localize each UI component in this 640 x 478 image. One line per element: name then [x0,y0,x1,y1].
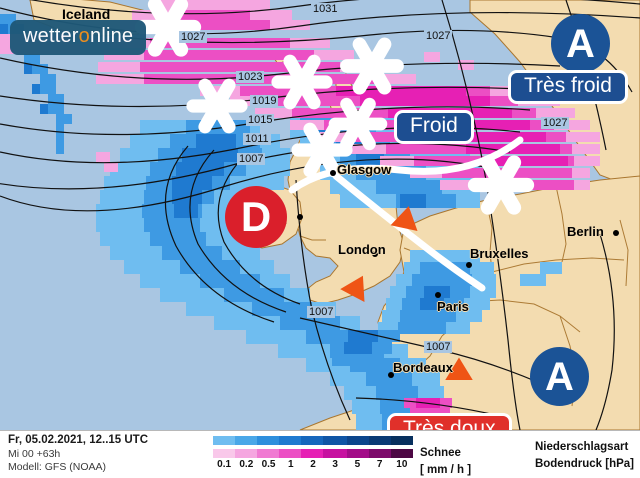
model-run: Mi 00 +63h [8,448,61,460]
snowflake-icon [291,122,353,178]
warm-advection-arrows-layer [338,206,473,410]
model-name: Modell: GFS (NOAA) [8,461,107,473]
logo-text-part1: wetter [23,25,79,47]
forecast-timestamp: Fr, 05.02.2021, 12..15 UTC [8,434,149,446]
city-dot-glasgow [330,170,336,176]
snowflake-icon [340,37,404,95]
logo-text-accent: o [78,25,90,47]
isobar-label: 1027 [541,117,570,129]
city-dot-dublin [297,214,303,220]
scale-tick: 5 [354,459,361,470]
snowflake-icon [186,78,248,134]
isobar-label: 1031 [311,3,340,15]
footer-bar: Fr, 05.02.2021, 12..15 UTC Mi 00 +63h Mo… [0,430,640,478]
scale-tick: 0.2 [239,459,254,470]
isobar-label: 1027 [179,31,208,43]
warm-arrow-channel-icon [390,206,418,258]
scale-tick: 0.1 [217,459,232,470]
scale-tick: 7 [376,459,383,470]
isobar-label: 1007 [424,341,453,353]
annotation-tres-doux: Très doux [387,413,512,430]
precipitation-scale: 0.1 0.2 0.5 1 2 3 5 7 10 [213,436,413,470]
snowflake-icon [134,0,202,57]
isobar-label: 1027 [424,30,453,42]
wetteronline-logo[interactable]: wetteronline [10,20,147,55]
isobar-label: 1007 [307,306,336,318]
scale-tick: 1 [287,459,294,470]
scale-tick: 10 [396,459,408,470]
scale-legend-text: Schnee [ mm / h ] [420,445,471,478]
warm-arrow-irish-sea-icon [338,275,365,323]
snowflake-icon [328,97,388,151]
rain-color-bar [213,436,413,445]
snowflake-icon [271,54,333,110]
scale-tick: 2 [310,459,316,470]
front-line-warm-north [332,172,486,292]
isobar-label: 1019 [250,95,279,107]
scale-tick: 0.5 [261,459,276,470]
snow-color-bar [213,449,413,458]
city-dot-bordeaux [388,372,394,378]
scale-unit-label: [ mm / h ] [420,463,472,476]
legend-titles: Niederschlagsart Bodendruck [hPa] [535,439,634,472]
weather-map[interactable]: 1031 1027 1027 1027 1023 1019 1015 1011 1007 1007… [0,0,640,430]
region-label-iceland: Iceland [62,6,111,22]
city-dot-paris [435,292,441,298]
annotation-froid: Froid [394,110,474,145]
isobar-label: 1007 [237,153,266,165]
pressure-marker-high-south: A [530,347,589,406]
forecast-info: Fr, 05.02.2021, 12..15 UTC Mi 00 +63h Mo… [8,434,148,474]
pressure-marker-high-north: A [551,14,610,73]
isobar-label: 1011 [243,133,271,145]
snow-symbols-layer [134,0,535,215]
city-dot-bruxelles [466,262,472,268]
scale-tick: 3 [332,459,338,470]
city-dot-london [372,251,378,257]
annotation-tres-froid: Très froid [508,70,628,105]
legend-surface-pressure: Bodendruck [hPa] [534,457,634,470]
logo-text-part2: nline [90,25,134,47]
city-dot-berlin [613,230,619,236]
isobar-label: 1015 [246,114,275,126]
warm-arrow-france-icon [445,357,473,410]
snow-legend-label: Schnee [420,447,461,459]
isobar-label: 1023 [236,71,265,83]
pressure-marker-low-atlantic: D [225,186,287,248]
snowflake-icon [467,155,535,215]
legend-precipitation-type: Niederschlagsart [534,441,629,453]
scale-tick-labels: 0.1 0.2 0.5 1 2 3 5 7 10 [213,459,413,470]
